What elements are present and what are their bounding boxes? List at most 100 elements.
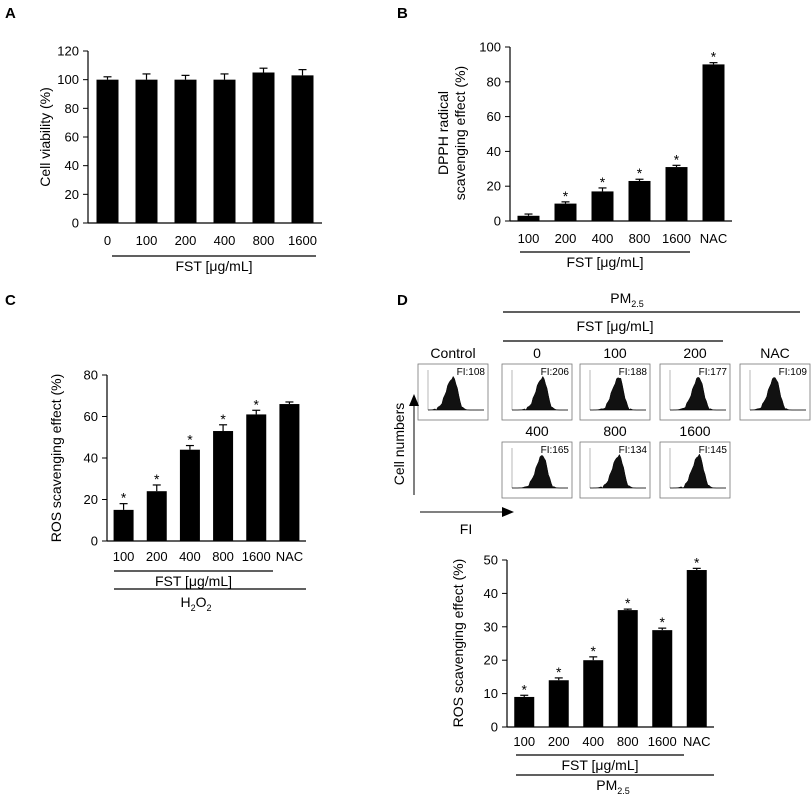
chart-d-group-pm25: PM2.5 bbox=[596, 777, 630, 796]
chart-d: 0 10 20 30 40 50 ROS scavenging effect (%) * 100… bbox=[450, 553, 714, 776]
flow-panel: 800 FI:134 bbox=[579, 423, 651, 499]
chart-d-ytick-label: 50 bbox=[484, 553, 498, 568]
chart-b-category-label: 800 bbox=[629, 231, 651, 246]
chart-d-category-label: 200 bbox=[548, 734, 570, 749]
chart-d-significance-star: * bbox=[556, 664, 562, 680]
chart-d-significance-star: * bbox=[625, 595, 631, 611]
chart-b-bar bbox=[665, 167, 688, 221]
chart-b-ytick-label: 0 bbox=[494, 214, 501, 229]
flow-histogram-peak bbox=[512, 375, 568, 411]
flow-fi-value: FI:145 bbox=[699, 445, 728, 456]
chart-c-significance-star: * bbox=[254, 396, 260, 412]
flow-panel-label: 0 bbox=[533, 345, 541, 361]
chart-d-significance-star: * bbox=[660, 614, 666, 630]
flow-fi-value: FI:134 bbox=[619, 445, 648, 456]
chart-b-ytick-label: 80 bbox=[487, 74, 501, 89]
chart-d-significance-star: * bbox=[694, 554, 700, 570]
flow-histogram-peak bbox=[749, 377, 806, 411]
chart-d-category-label: 100 bbox=[513, 734, 535, 749]
chart-a-bar bbox=[213, 79, 236, 224]
chart-b-significance-star: * bbox=[674, 151, 680, 167]
chart-a-category-label: 1600 bbox=[288, 233, 317, 248]
chart-c-ylabel: ROS scavenging effect (%) bbox=[48, 374, 64, 543]
flow-fi-value: FI:109 bbox=[779, 367, 808, 378]
chart-a-group-label: FST [μg/mL] bbox=[175, 258, 252, 274]
chart-b-ytick-label: 100 bbox=[479, 40, 501, 55]
chart-c-significance-star: * bbox=[121, 490, 127, 506]
chart-a: 0 20 40 60 80 100 120 Cell viability (%) 0 100 200… bbox=[37, 44, 322, 274]
chart-d-ytick-label: 0 bbox=[491, 720, 498, 735]
chart-b: 0 20 40 60 80 100 DPPH radical scavenging effec… bbox=[435, 40, 732, 270]
chart-c-bar bbox=[279, 404, 300, 541]
chart-a-category-label: 400 bbox=[214, 233, 236, 248]
flow-panel: 1600 FI:145 bbox=[659, 423, 731, 499]
chart-b-category-label: 400 bbox=[592, 231, 614, 246]
flow-histogram-peak bbox=[512, 455, 568, 489]
chart-d-bar bbox=[548, 680, 569, 727]
flow-histogram-peak bbox=[590, 377, 646, 411]
chart-c-bar bbox=[113, 509, 134, 541]
chart-b-significance-star: * bbox=[600, 174, 606, 190]
flow-panel-label: 400 bbox=[525, 423, 549, 439]
chart-c-group-label: FST [μg/mL] bbox=[155, 573, 232, 589]
flow-header: PM2.5 FST [μg/mL] bbox=[503, 290, 800, 342]
chart-a-ytick-label: 40 bbox=[65, 158, 79, 173]
flow-panel-label: 100 bbox=[603, 345, 627, 361]
panel-label-a: A bbox=[5, 5, 16, 22]
chart-b-bar bbox=[702, 64, 725, 222]
chart-c-category-label: 100 bbox=[113, 549, 135, 564]
chart-d-bar bbox=[686, 570, 707, 727]
flow-panel-label: Control bbox=[430, 345, 475, 361]
flow-x-arrow-head bbox=[502, 507, 514, 517]
panel-label-d: D bbox=[397, 292, 408, 309]
chart-a-ytick-label: 60 bbox=[65, 130, 79, 145]
chart-b-bar bbox=[517, 215, 540, 221]
chart-d-bar bbox=[583, 660, 604, 727]
chart-d-ytick-label: 40 bbox=[484, 586, 498, 601]
chart-b-category-label: 100 bbox=[518, 231, 540, 246]
chart-c-significance-star: * bbox=[187, 432, 193, 448]
chart-b-category-label: NAC bbox=[700, 231, 727, 246]
chart-b-ytick-label: 20 bbox=[487, 179, 501, 194]
chart-b-group-label: FST [μg/mL] bbox=[566, 254, 643, 270]
chart-c-bar bbox=[246, 414, 267, 541]
chart-c-significance-star: * bbox=[220, 411, 226, 427]
flow-x-label: FI bbox=[460, 521, 472, 537]
chart-c: 0 20 40 60 80 ROS scavenging effect (%) * 100 * 2… bbox=[48, 368, 306, 590]
flow-histogram-peak bbox=[590, 453, 646, 489]
chart-b-bar bbox=[554, 203, 577, 221]
chart-c-category-label: 1600 bbox=[242, 549, 271, 564]
chart-b-category-label: 1600 bbox=[662, 231, 691, 246]
flow-panel: 200 FI:177 bbox=[659, 345, 731, 421]
flow-y-label: Cell numbers bbox=[391, 403, 407, 485]
chart-c-bar bbox=[213, 431, 234, 541]
chart-a-category-label: 100 bbox=[136, 233, 158, 248]
chart-c-category-label: 400 bbox=[179, 549, 201, 564]
chart-b-significance-star: * bbox=[711, 49, 717, 65]
flow-panel: 100 FI:188 bbox=[579, 345, 651, 421]
chart-d-bar bbox=[617, 610, 638, 727]
flow-panel: 400 FI:165 bbox=[501, 423, 573, 499]
flow-fi-value: FI:188 bbox=[619, 367, 648, 378]
chart-a-ytick-label: 0 bbox=[72, 216, 79, 231]
chart-d-bar bbox=[652, 630, 673, 727]
flow-panel-frame bbox=[579, 441, 651, 499]
chart-c-bar bbox=[146, 491, 167, 541]
flow-panel: 0FI:206 bbox=[501, 345, 573, 421]
chart-d-ytick-label: 20 bbox=[484, 653, 498, 668]
flow-fi-value: FI:206 bbox=[541, 367, 570, 378]
chart-d-ytick-label: 10 bbox=[484, 686, 498, 701]
flow-histogram-peak bbox=[670, 377, 726, 411]
chart-d-category-label: 1600 bbox=[648, 734, 677, 749]
chart-a-category-label: 0 bbox=[104, 233, 111, 248]
flow-fi-value: FI:177 bbox=[699, 367, 728, 378]
chart-a-ytick-label: 120 bbox=[57, 44, 79, 59]
chart-c-significance-star: * bbox=[154, 471, 160, 487]
chart-a-ytick-label: 20 bbox=[65, 187, 79, 202]
chart-c-category-label: 800 bbox=[212, 549, 234, 564]
chart-c-ytick-label: 60 bbox=[84, 409, 98, 424]
chart-b-ylabel: DPPH radical bbox=[435, 91, 451, 175]
chart-c-category-label: 200 bbox=[146, 549, 168, 564]
flow-fst-label: FST [μg/mL] bbox=[576, 318, 653, 334]
